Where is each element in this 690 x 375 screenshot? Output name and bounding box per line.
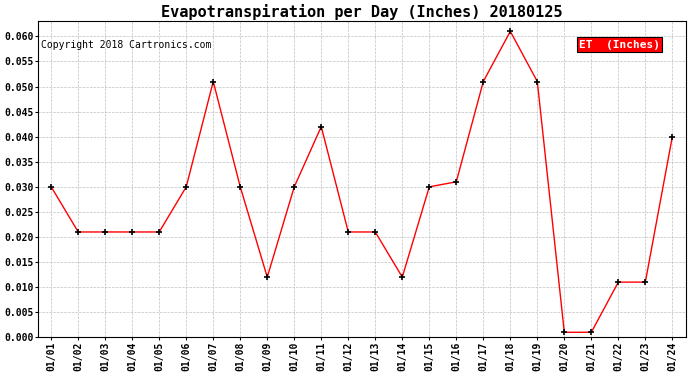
Title: Evapotranspiration per Day (Inches) 20180125: Evapotranspiration per Day (Inches) 2018… — [161, 4, 562, 20]
Text: ET  (Inches): ET (Inches) — [579, 40, 660, 50]
Text: Copyright 2018 Cartronics.com: Copyright 2018 Cartronics.com — [41, 40, 212, 50]
